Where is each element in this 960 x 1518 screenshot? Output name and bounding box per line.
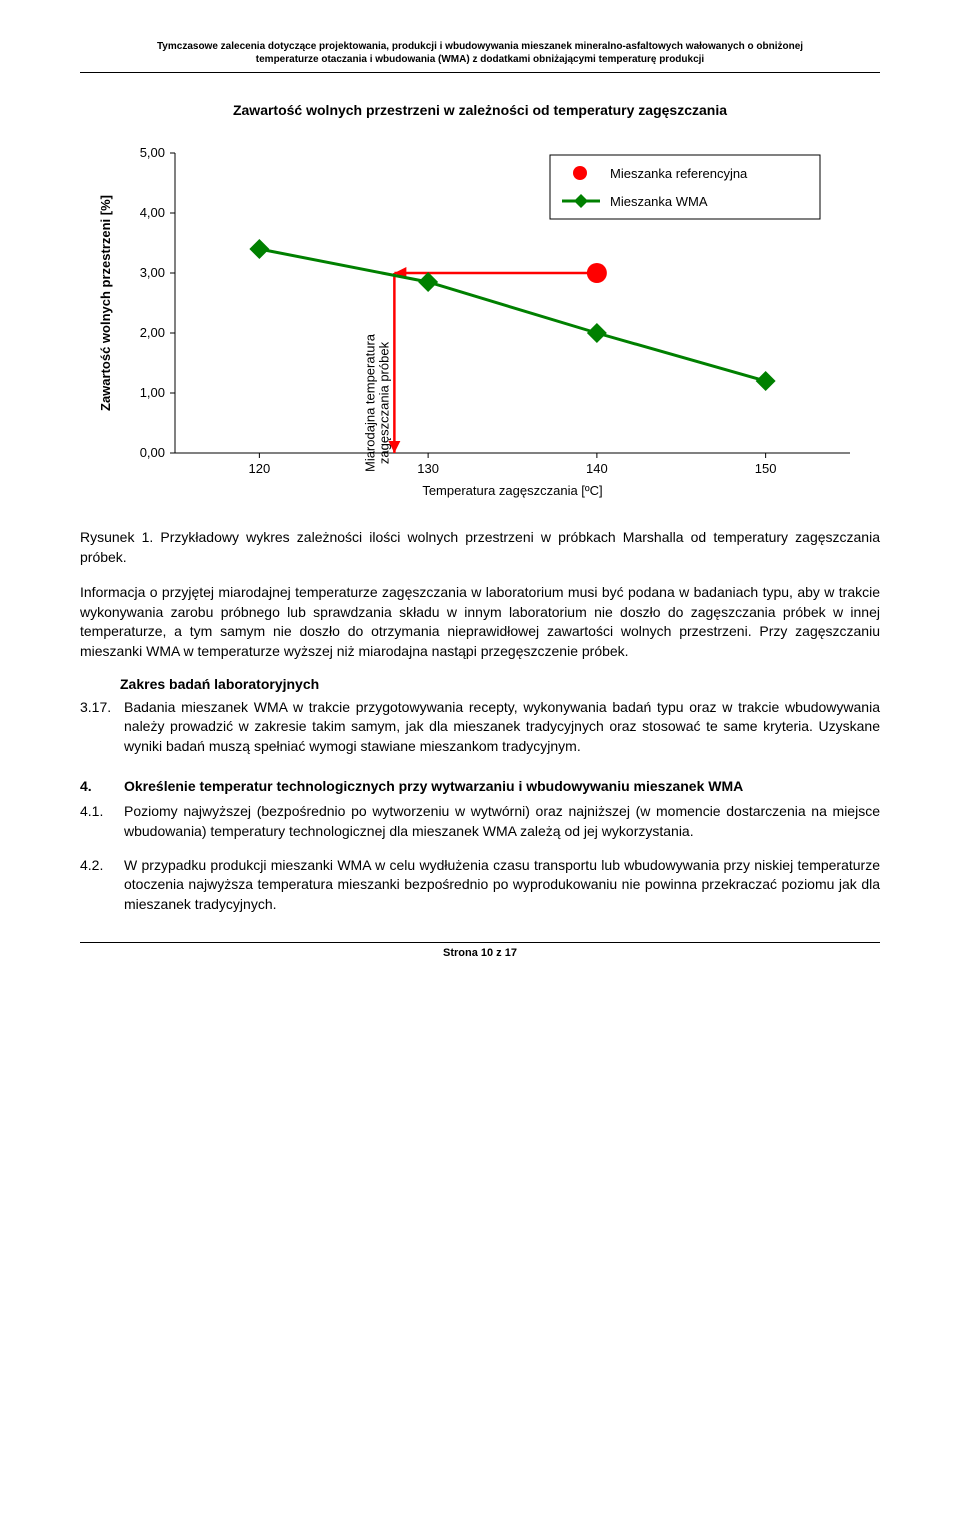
paragraph-info: Informacja o przyjętej miarodajnej tempe… (80, 583, 880, 661)
figure-caption: Rysunek 1. Przykładowy wykres zależności… (80, 528, 880, 567)
svg-text:Miarodajna temperatura: Miarodajna temperatura (362, 333, 377, 472)
svg-text:120: 120 (249, 461, 271, 476)
figure-caption-text: Przykładowy wykres zależności ilości wol… (80, 529, 880, 565)
svg-text:Temperatura zagęszczania [ºC]: Temperatura zagęszczania [ºC] (422, 483, 602, 498)
header-line-2: temperaturze otaczania i wbudowania (WMA… (256, 54, 704, 65)
svg-text:1,00: 1,00 (140, 385, 165, 400)
item-3-17: 3.17. Badania mieszanek WMA w trakcie pr… (80, 698, 880, 757)
svg-text:150: 150 (755, 461, 777, 476)
svg-text:130: 130 (417, 461, 439, 476)
chart-container: Zawartość wolnych przestrzeni w zależnoś… (80, 93, 880, 518)
svg-text:Zawartość wolnych przestrzeni: Zawartość wolnych przestrzeni w zależnoś… (233, 102, 727, 118)
item-number: 3.17. (80, 698, 124, 757)
item-4-2: 4.2. W przypadku produkcji mieszanki WMA… (80, 856, 880, 915)
section-number: 4. (80, 778, 124, 794)
svg-text:2,00: 2,00 (140, 325, 165, 340)
svg-text:4,00: 4,00 (140, 205, 165, 220)
item-4-1: 4.1. Poziomy najwyższej (bezpośrednio po… (80, 802, 880, 841)
svg-text:140: 140 (586, 461, 608, 476)
svg-text:Mieszanka WMA: Mieszanka WMA (610, 194, 708, 209)
subsection-heading: Zakres badań laboratoryjnych (120, 676, 880, 692)
page-footer: Strona 10 z 17 (80, 942, 880, 959)
item-number: 4.1. (80, 802, 124, 841)
item-text: W przypadku produkcji mieszanki WMA w ce… (124, 856, 880, 915)
void-content-chart: Zawartość wolnych przestrzeni w zależnoś… (80, 93, 880, 513)
header-line-1: Tymczasowe zalecenia dotyczące projektow… (157, 41, 803, 52)
item-text: Poziomy najwyższej (bezpośrednio po wytw… (124, 802, 880, 841)
svg-text:zagęszczania próbek: zagęszczania próbek (376, 341, 391, 464)
figure-label: Rysunek 1. (80, 529, 153, 545)
item-number: 4.2. (80, 856, 124, 915)
section-title: Określenie temperatur technologicznych p… (124, 778, 880, 794)
svg-text:Mieszanka referencyjna: Mieszanka referencyjna (610, 166, 748, 181)
svg-text:5,00: 5,00 (140, 145, 165, 160)
page-header: Tymczasowe zalecenia dotyczące projektow… (80, 40, 880, 73)
svg-text:Zawartość wolnych przestrzeni: Zawartość wolnych przestrzeni [%] (98, 195, 113, 411)
svg-text:0,00: 0,00 (140, 445, 165, 460)
svg-text:3,00: 3,00 (140, 265, 165, 280)
section-4-heading: 4. Określenie temperatur technologicznyc… (80, 778, 880, 794)
item-text: Badania mieszanek WMA w trakcie przygoto… (124, 698, 880, 757)
